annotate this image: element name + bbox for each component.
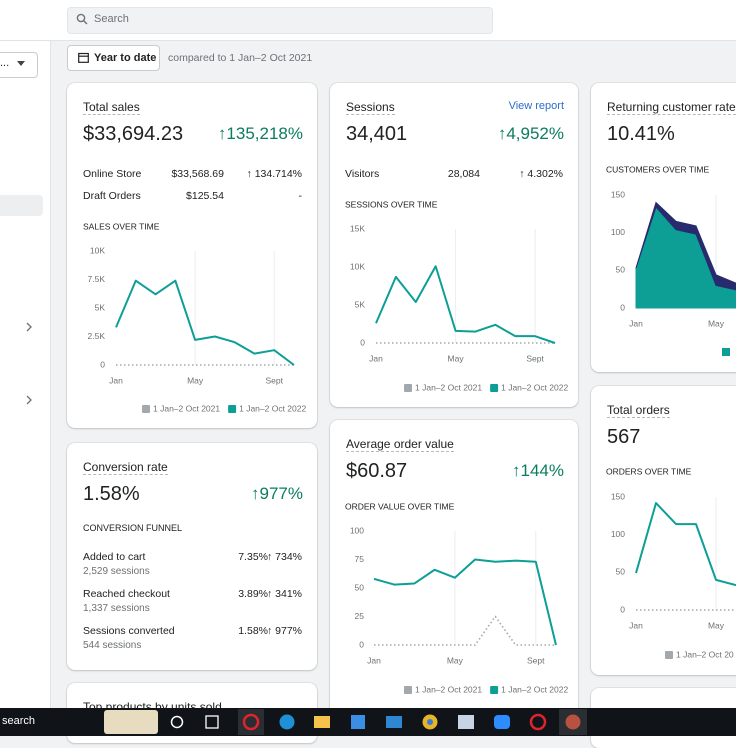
search-placeholder: Search — [94, 13, 129, 25]
card-value: 1.58% — [83, 483, 140, 505]
dropdown-text: ... — [0, 57, 10, 69]
row-label: Visitors — [345, 167, 380, 180]
funnel-sessions: 2,529 sessions — [83, 566, 150, 577]
taskview-icon[interactable] — [205, 715, 219, 729]
funnel-sessions: 544 sessions — [83, 640, 142, 651]
store-dropdown[interactable] — [0, 52, 38, 78]
funnel-change: ↑ 977% — [266, 624, 302, 637]
funnel-label: Added to cart — [83, 550, 146, 563]
row-label: Online Store — [83, 167, 142, 180]
search-box[interactable] — [67, 7, 493, 34]
funnel-rate: 7.35% — [238, 550, 268, 563]
card-title: Returning customer rate — [607, 99, 736, 116]
date-button[interactable] — [67, 45, 160, 71]
card-value: $33,694.23 — [83, 123, 184, 145]
opera-gx-icon[interactable] — [529, 713, 547, 731]
date-button-label: Year to date — [94, 52, 157, 64]
search-icon — [76, 13, 88, 25]
sidebar-chevrons — [26, 322, 32, 405]
chrome-center — [427, 719, 433, 725]
card-change: ↑977% — [251, 483, 303, 503]
card-title: Conversion rate — [83, 459, 168, 476]
funnel-rate: 1.58% — [238, 624, 268, 637]
card-title: Sessions — [346, 99, 395, 116]
card-change: ↑144% — [512, 460, 564, 480]
opera-icon[interactable] — [242, 713, 260, 731]
card-value: $60.87 — [346, 460, 408, 482]
taskbar-search[interactable]: search — [2, 715, 36, 727]
card-value: 567 — [607, 426, 641, 448]
start-icon[interactable] — [170, 715, 184, 729]
store-icon[interactable] — [351, 715, 365, 729]
sidebar-selected-row[interactable] — [0, 195, 43, 216]
funnel-change: ↑ 734% — [266, 550, 302, 563]
sidebar — [0, 41, 51, 708]
card-title: Average order value — [346, 436, 454, 453]
edge-icon[interactable] — [279, 714, 295, 730]
photos-icon[interactable] — [458, 715, 474, 729]
card-value: 10.41% — [607, 123, 675, 145]
card-change: ↑135,218% — [217, 123, 303, 143]
card: Sessions View report 34,401 ↑4,952% Visitors… — [330, 83, 578, 407]
dropdown-caret — [17, 61, 25, 66]
row-change: ↑ 4.302% — [519, 167, 563, 180]
row-change: - — [298, 189, 303, 202]
row-label: Draft Orders — [83, 189, 141, 202]
active-app-bg — [238, 709, 264, 735]
zoom-icon[interactable] — [494, 715, 510, 729]
card-title: Total sales — [83, 99, 140, 116]
calendar-icon — [78, 52, 89, 63]
mail-icon[interactable] — [386, 716, 402, 728]
row-change: ↑ 134.714% — [246, 167, 302, 180]
funnel-title: CONVERSION FUNNEL — [83, 522, 183, 533]
funnel-sessions: 1,337 sessions — [83, 603, 150, 614]
funnel-rate: 3.89% — [238, 587, 268, 600]
funnel-label: Reached checkout — [83, 587, 170, 600]
card-link[interactable]: View report — [508, 100, 564, 113]
folder-icon[interactable] — [314, 716, 330, 728]
card: Returning customer rate 10.41% — [591, 83, 736, 372]
row-value: 28,084 — [447, 167, 480, 180]
row-value: $125.54 — [186, 189, 224, 202]
card: Conversion rate 1.58% ↑977% CONVERSION FUNN… — [67, 443, 317, 670]
row-value: $33,568.69 — [171, 167, 224, 180]
taskbar-icons — [104, 709, 587, 735]
card-value: 34,401 — [346, 123, 408, 145]
funnel-change: ↑ 341% — [266, 587, 302, 600]
card-change: ↑4,952% — [497, 123, 564, 143]
card-title: Total orders — [607, 402, 670, 419]
search-highlight-image — [104, 710, 158, 734]
card: Total orders 567 — [591, 386, 736, 675]
chrome-profile-icon[interactable] — [565, 714, 581, 730]
compare-text: compared to 1 Jan–2 Oct 2021 — [168, 52, 313, 64]
card: Total sales $33,694.23 ↑135,218% Online Sto… — [67, 83, 317, 428]
card: Average order value $60.87 ↑144% — [330, 420, 578, 720]
funnel-label: Sessions converted — [83, 624, 175, 637]
